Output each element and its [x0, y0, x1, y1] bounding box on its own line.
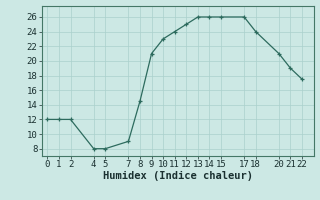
X-axis label: Humidex (Indice chaleur): Humidex (Indice chaleur)	[103, 171, 252, 181]
